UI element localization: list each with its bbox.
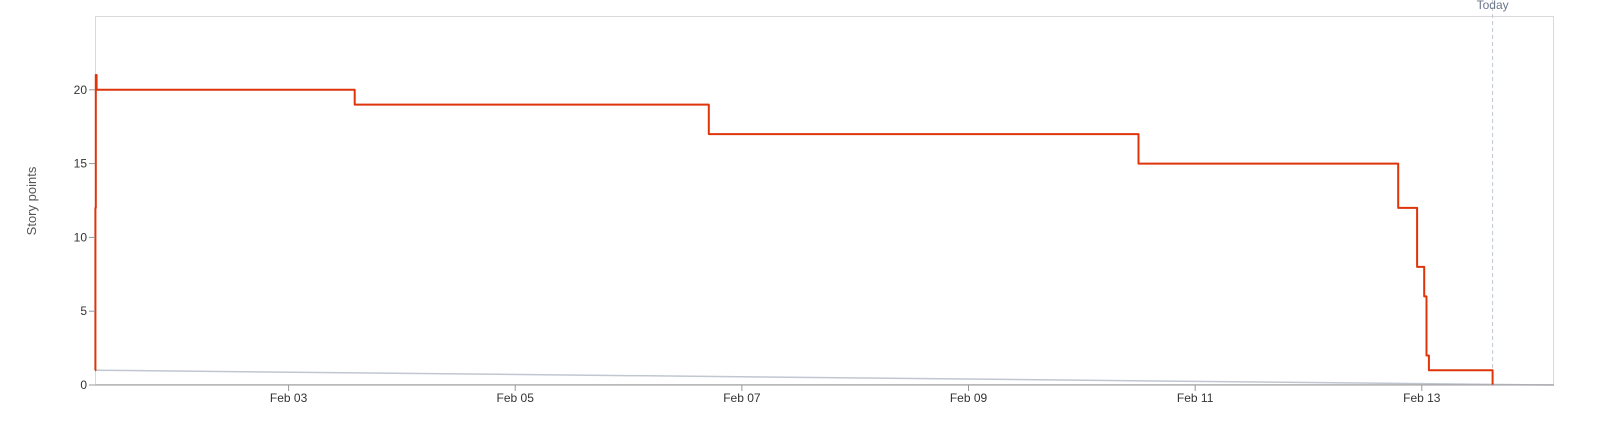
x-tick-label: Feb 05 (497, 391, 535, 405)
x-tick-label: Feb 07 (723, 391, 761, 405)
plot-frame (95, 16, 1554, 385)
y-axis-title: Story points (24, 166, 39, 235)
y-tick-label: 20 (74, 83, 88, 97)
x-tick-label: Feb 09 (950, 391, 988, 405)
guideline-line (94, 369, 1555, 386)
today-marker-label: Today (1477, 0, 1509, 12)
remaining-work-line (94, 74, 1494, 385)
y-tick-label: 10 (74, 230, 88, 244)
x-tick-label: Feb 11 (1177, 391, 1214, 405)
x-tick-label: Feb 03 (270, 391, 308, 405)
y-tick-label: 5 (80, 304, 87, 318)
y-tick-label: 0 (80, 378, 87, 392)
y-tick-label: 15 (74, 157, 88, 171)
x-tick-label: Feb 13 (1403, 391, 1441, 405)
